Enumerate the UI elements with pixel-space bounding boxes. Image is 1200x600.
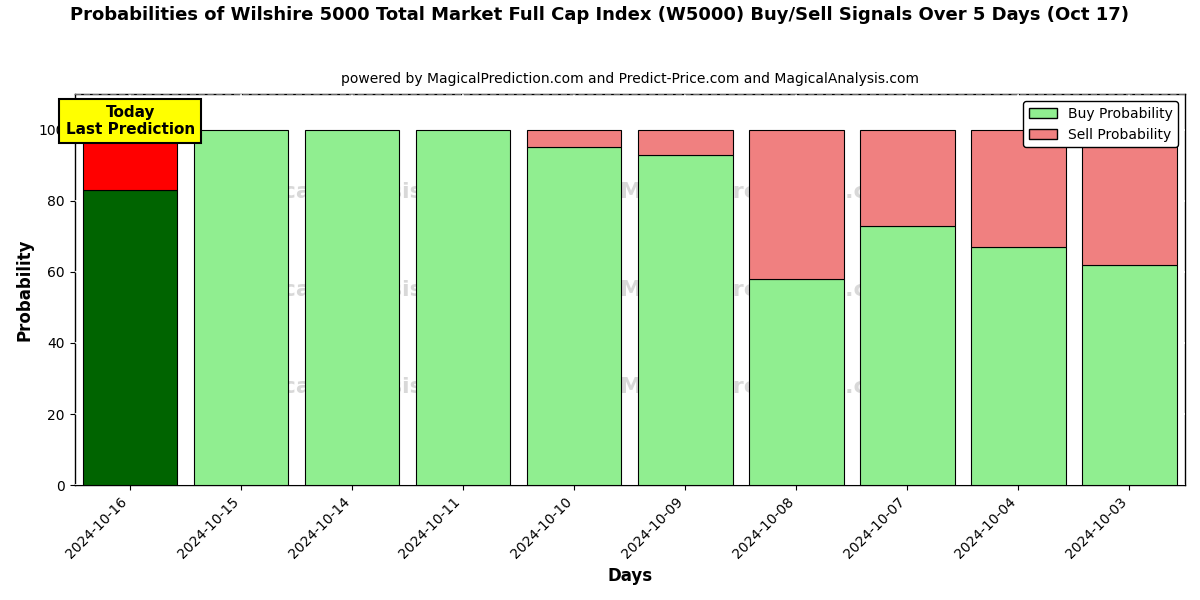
X-axis label: Days: Days [607,567,653,585]
Text: MagicalPrediction.com: MagicalPrediction.com [620,182,906,202]
Bar [860,226,955,485]
Legend: Buy Probability, Sell Probability: Buy Probability, Sell Probability [1024,101,1178,147]
Text: Probabilities of Wilshire 5000 Total Market Full Cap Index (W5000) Buy/Sell Sign: Probabilities of Wilshire 5000 Total Mar… [71,6,1129,24]
Bar [83,130,178,190]
Bar [971,130,1066,247]
Bar [83,190,178,485]
Bar [1082,265,1177,485]
Bar [1082,130,1177,265]
Bar [305,130,400,485]
Text: MagicalPrediction.com: MagicalPrediction.com [620,280,906,299]
Bar [527,130,622,148]
Bar [194,130,288,485]
Text: MagicalPrediction.com: MagicalPrediction.com [620,377,906,397]
Bar [416,130,510,485]
Title: powered by MagicalPrediction.com and Predict-Price.com and MagicalAnalysis.com: powered by MagicalPrediction.com and Pre… [341,72,919,86]
Bar [971,247,1066,485]
Bar [749,279,844,485]
Bar [860,130,955,226]
Text: Today
Last Prediction: Today Last Prediction [66,105,194,137]
Bar [749,130,844,279]
Bar [638,155,732,485]
Text: MagicalAnalysis.com: MagicalAnalysis.com [222,182,482,202]
Bar [638,130,732,155]
Text: MagicalAnalysis.com: MagicalAnalysis.com [222,280,482,299]
Y-axis label: Probability: Probability [16,238,34,341]
Bar [527,148,622,485]
Text: MagicalAnalysis.com: MagicalAnalysis.com [222,377,482,397]
